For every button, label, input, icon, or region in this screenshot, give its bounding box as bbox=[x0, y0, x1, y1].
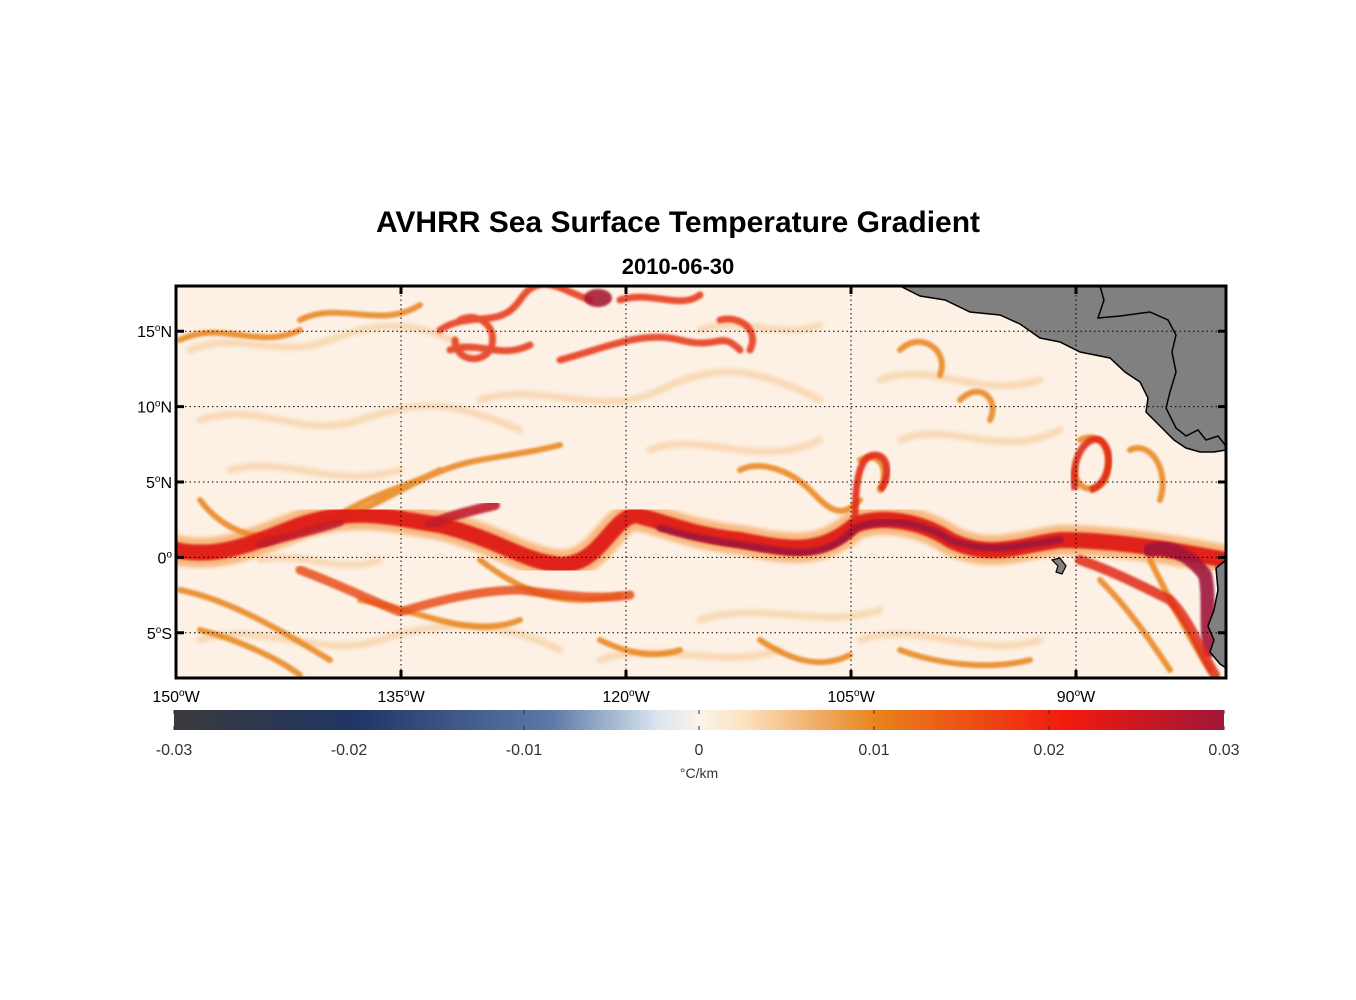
lat-tick-label: 15oN bbox=[137, 323, 172, 341]
galapagos-islands bbox=[1050, 557, 1067, 575]
colorbar bbox=[174, 710, 1224, 730]
lat-tick-label: 5oS bbox=[147, 625, 172, 643]
lat-tick-label: 0o bbox=[158, 549, 173, 567]
lat-tick-label: 10oN bbox=[137, 399, 172, 417]
colorbar-tick-label: 0.01 bbox=[858, 742, 889, 759]
lon-tick-label: 105oW bbox=[827, 688, 875, 706]
lon-tick-label: 120oW bbox=[602, 688, 650, 706]
map-title: AVHRR Sea Surface Temperature Gradient bbox=[375, 206, 981, 239]
lon-tick-label: 150oW bbox=[152, 688, 200, 706]
lat-tick-label: 5oN bbox=[146, 474, 172, 492]
colorbar-tick-label: -0.01 bbox=[506, 742, 543, 759]
colorbar-tick-label: 0.02 bbox=[1033, 742, 1064, 759]
central-america-landmass bbox=[899, 286, 1226, 453]
colorbar-tick-label: -0.02 bbox=[331, 742, 368, 759]
colorbar-tick-label: -0.03 bbox=[156, 742, 193, 759]
sst-gradient-field bbox=[176, 286, 1226, 678]
colorbar-tick-label: 0 bbox=[695, 742, 704, 759]
colorbar-units: °C/km bbox=[680, 765, 718, 781]
lon-tick-label: 90oW bbox=[1057, 688, 1096, 706]
colorbar-tick-label: 0.03 bbox=[1208, 742, 1239, 759]
lon-tick-label: 135oW bbox=[377, 688, 425, 706]
map-subtitle: 2010-06-30 bbox=[621, 254, 735, 279]
